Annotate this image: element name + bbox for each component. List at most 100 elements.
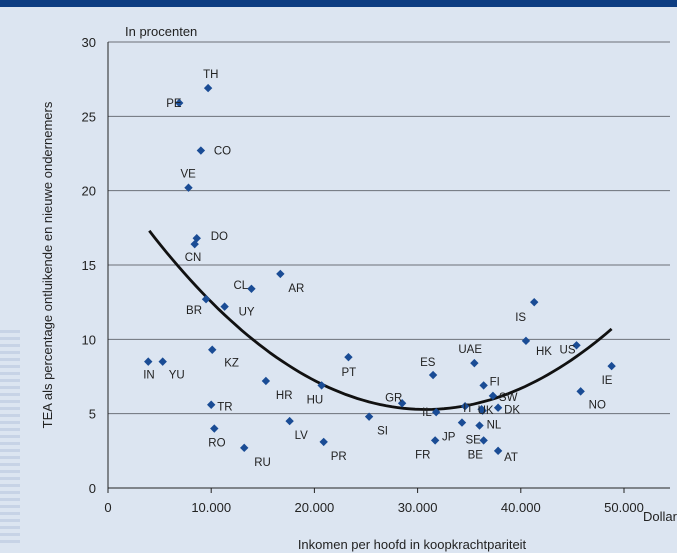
point-label-cn: CN [185, 252, 202, 264]
grid-lines [108, 41, 670, 415]
point-label-fi: FI [490, 376, 500, 388]
point-label-ru: RU [254, 457, 271, 469]
point-marker-dk [493, 403, 503, 412]
point-label-hk: HK [536, 346, 552, 358]
y-tick-labels: 0 5 10 15 20 25 30 [82, 35, 96, 496]
point-label-fr: FR [415, 449, 430, 461]
point-marker-hk [521, 336, 531, 346]
point-label-uy: UY [239, 307, 255, 319]
point-marker-kz [208, 345, 217, 354]
point-label-at: AT [504, 452, 518, 464]
point-marker-th [203, 83, 213, 93]
point-marker-ve [184, 183, 193, 192]
point-marker-uy [220, 302, 229, 311]
point-label-hu: HU [307, 394, 324, 406]
point-marker-ie [607, 361, 616, 371]
point-label-es: ES [420, 357, 436, 369]
x-unit-label: Dollar [643, 509, 677, 524]
point-label-tr: TR [217, 402, 232, 414]
point-marker-il [431, 407, 441, 417]
point-label-uae: UAE [458, 344, 482, 356]
point-marker-it [460, 402, 470, 411]
y-tick-label: 5 [89, 407, 96, 422]
point-marker-sw [488, 391, 498, 401]
point-label-gr: GR [385, 392, 402, 404]
point-label-jp: JP [442, 432, 456, 444]
point-marker-fi [479, 381, 488, 390]
x-tick-label: 20.000 [295, 500, 335, 515]
x-tick-label: 40.000 [501, 500, 541, 515]
top-accent-bar [0, 0, 677, 7]
point-marker-co [196, 146, 206, 155]
point-marker-ar [276, 269, 285, 279]
point-marker-br [201, 294, 211, 304]
point-label-ar: AR [288, 283, 304, 295]
point-labels: TH PE CO VE DO CN CL AR BR UY IN YU KZ HR HU PT TR RO LV RU… [143, 69, 613, 469]
y-tick-label: 10 [82, 332, 96, 347]
point-marker-is [530, 297, 539, 307]
point-label-hr: HR [276, 390, 293, 402]
point-marker-cl [247, 284, 256, 293]
point-marker-jp [457, 418, 467, 427]
point-marker-se [475, 421, 484, 430]
point-label-co: CO [214, 146, 231, 158]
point-label-si: SI [377, 426, 388, 438]
point-marker-hu [317, 381, 326, 390]
point-label-se: SE [466, 435, 482, 447]
point-marker-si [364, 412, 374, 421]
side-decoration [0, 330, 20, 553]
point-label-cl: CL [233, 280, 248, 292]
point-label-kz: KZ [224, 358, 239, 370]
x-tick-label: 50.000 [604, 500, 644, 515]
y-tick-label: 30 [82, 35, 96, 50]
point-label-lv: LV [295, 430, 309, 442]
point-label-th: TH [203, 69, 218, 81]
x-axis-title: Inkomen per hoofd in koopkrachtpariteit [298, 537, 527, 552]
point-marker-nl [478, 406, 487, 415]
point-marker-us [572, 341, 581, 350]
point-label-uk: UK [478, 405, 494, 417]
point-label-ve: VE [180, 169, 196, 181]
point-marker-lv [285, 416, 294, 426]
y-axis-title: TEA als percentage ontluikende en nieuwe… [40, 101, 55, 428]
point-label-ie: IE [602, 375, 613, 387]
point-marker-cn [190, 239, 199, 249]
y-tick-label: 0 [89, 481, 96, 496]
y-tick-label: 20 [82, 184, 96, 199]
point-label-nl: NL [487, 420, 502, 432]
point-label-yu: YU [169, 370, 185, 382]
point-marker-no [576, 387, 585, 396]
trend-curve [148, 229, 613, 411]
point-label-pr: PR [331, 451, 347, 463]
point-label-pt: PT [341, 367, 356, 379]
point-label-sw: SW [499, 392, 518, 404]
point-label-it: IT [463, 403, 473, 415]
point-marker-in [144, 357, 153, 366]
point-label-no: NO [589, 399, 606, 411]
point-marker-ro [210, 424, 219, 433]
point-marker-uae [470, 358, 479, 368]
y-tick-label: 15 [82, 258, 96, 273]
point-label-pe: PE [166, 98, 182, 110]
x-tick-labels: 0 10.000 20.000 30.000 40.000 50.000 [104, 488, 644, 515]
point-label-do: DO [211, 231, 228, 243]
point-marker-at [493, 446, 503, 456]
point-label-be: BE [468, 449, 484, 461]
point-marker-yu [158, 357, 167, 366]
point-label-in: IN [143, 370, 155, 382]
point-label-us: US [560, 344, 576, 356]
y-tick-label: 25 [82, 109, 96, 124]
x-tick-label: 10.000 [191, 500, 231, 515]
point-marker-fr [430, 436, 440, 445]
point-marker-pr [319, 437, 328, 447]
point-label-dk: DK [504, 405, 520, 417]
point-marker-be [479, 436, 488, 445]
point-marker-hr [261, 376, 271, 386]
point-label-ro: RO [208, 438, 225, 450]
point-marker-pe [175, 98, 184, 108]
point-label-br: BR [186, 305, 202, 317]
point-label-il: IL [422, 407, 432, 419]
point-marker-tr [207, 400, 216, 409]
chart-subtitle: In procenten [125, 24, 197, 39]
